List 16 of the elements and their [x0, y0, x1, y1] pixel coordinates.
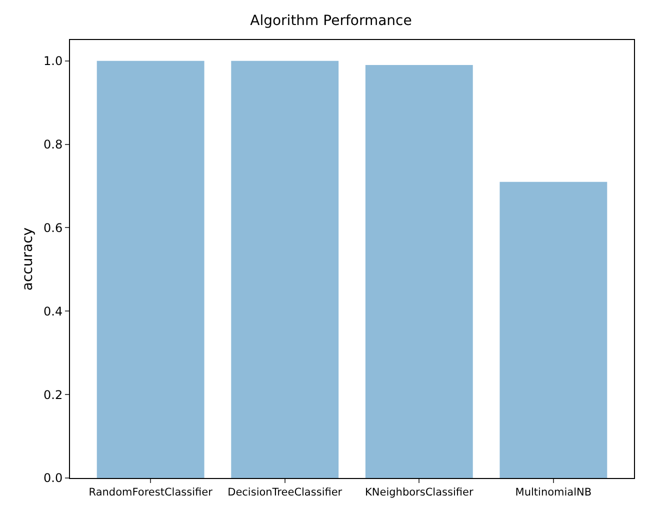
- x-tick-label: MultinomialNB: [515, 486, 592, 499]
- x-tick-label: KNeighborsClassifier: [365, 486, 474, 499]
- bar: [365, 65, 473, 478]
- chart-title: Algorithm Performance: [250, 13, 412, 30]
- x-tick-label: DecisionTreeClassifier: [228, 486, 343, 499]
- bar: [500, 182, 608, 478]
- y-tick-label: 0.0: [44, 471, 63, 486]
- y-tick-label: 1.0: [44, 54, 63, 68]
- y-tick-label: 0.4: [44, 304, 63, 318]
- x-tick-label: RandomForestClassifier: [88, 486, 214, 499]
- y-axis-title: accuracy: [20, 227, 36, 291]
- y-tick-label: 0.6: [44, 220, 63, 235]
- bar: [96, 60, 204, 478]
- y-tick-label: 0.2: [44, 388, 63, 402]
- bar: [231, 60, 339, 478]
- y-tick-label: 0.8: [44, 137, 63, 152]
